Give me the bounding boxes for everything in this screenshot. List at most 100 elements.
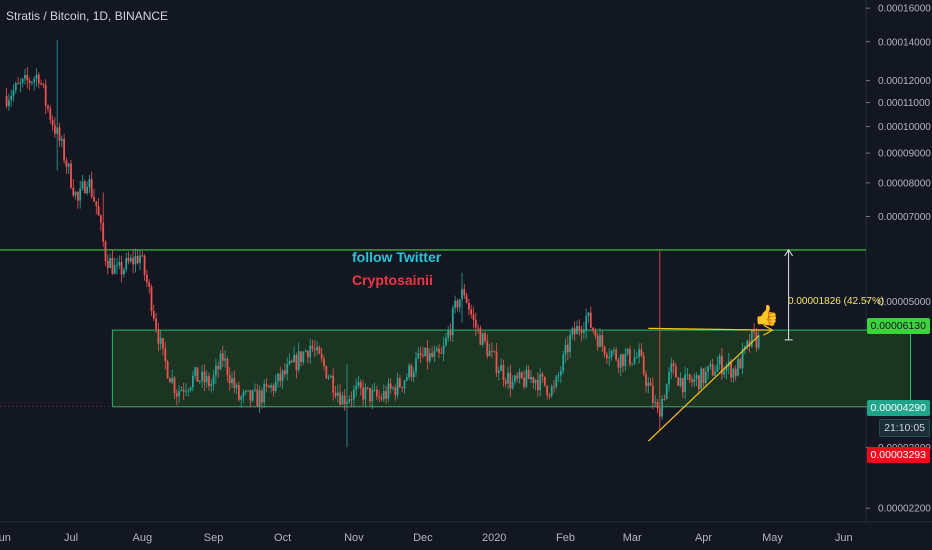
candle-body (711, 364, 714, 376)
candle-body (90, 179, 93, 197)
candle-body (330, 375, 332, 378)
candle-body (93, 196, 95, 202)
candle-body (286, 364, 289, 374)
candle-body (47, 105, 49, 109)
candle-body (557, 375, 560, 377)
candle-body (297, 351, 300, 370)
candle-body (502, 365, 505, 381)
candle-body (169, 378, 171, 383)
candle-body (566, 344, 569, 353)
candle-body (718, 355, 721, 365)
candle-body (304, 350, 307, 353)
candle-body (267, 385, 270, 388)
candle-body (422, 355, 424, 357)
candle-body (332, 375, 335, 393)
candle-body (389, 383, 392, 389)
candle-body (520, 372, 523, 378)
candle-body (40, 83, 42, 85)
bar-countdown-tag: 21:10:05 (879, 419, 930, 437)
candle-body (553, 386, 555, 388)
candle-body (123, 269, 125, 275)
candle-body (716, 364, 719, 372)
candle-body (649, 382, 652, 386)
candle-body (42, 83, 45, 86)
candle-body (426, 347, 429, 362)
candle-body (488, 350, 491, 357)
candle-body (373, 389, 376, 391)
candle-body (240, 396, 243, 400)
y-tick-label: 0.00008000 (878, 178, 931, 189)
candle-body (382, 391, 385, 400)
candle-body (700, 368, 703, 389)
candle-body (518, 372, 521, 379)
candle-body (65, 160, 68, 167)
candle-body (238, 385, 240, 400)
candle-body (293, 355, 295, 363)
candle-body (640, 349, 643, 356)
candle-body (730, 361, 732, 378)
candle-body (725, 366, 728, 371)
candle-body (157, 329, 160, 344)
candle-body (617, 359, 620, 368)
candle-body (525, 369, 528, 387)
candle-body (392, 387, 394, 389)
x-tick-label: Mar (623, 532, 642, 544)
candle-body (97, 206, 100, 216)
candle-body (14, 83, 17, 91)
candle-body (677, 377, 680, 386)
candle-body (334, 392, 337, 396)
candle-body (279, 373, 282, 381)
candle-body (235, 385, 238, 388)
candle-body (141, 255, 144, 257)
candle-body (171, 377, 174, 383)
candle-body (603, 346, 606, 355)
candle-body (642, 355, 645, 374)
candle-body (468, 302, 470, 310)
candle-body (228, 375, 231, 384)
candle-body (652, 385, 654, 403)
candle-body (562, 354, 565, 371)
candle-body (631, 363, 634, 365)
candle-body (744, 346, 746, 349)
y-tick-label: 0.00005000 (878, 297, 931, 308)
candle-body (433, 351, 436, 357)
candle-body (359, 381, 362, 388)
candle-body (592, 327, 594, 331)
candle-body (527, 369, 530, 380)
y-tick-label: 0.00007000 (878, 212, 931, 223)
candle-body (265, 384, 268, 386)
candle-body (500, 365, 502, 371)
candle-body (44, 85, 47, 106)
candle-body (442, 345, 445, 354)
candle-body (477, 327, 479, 329)
measure-label: 0.00001826 (42.57%) (788, 296, 885, 307)
candle-body (12, 90, 15, 97)
candle-body (129, 257, 132, 262)
candle-body (396, 378, 399, 396)
candle-body (629, 348, 631, 365)
candle-body (182, 389, 185, 392)
candle-body (284, 370, 286, 374)
candle-body (548, 394, 551, 396)
candle-body (704, 371, 707, 383)
candle-body (608, 356, 611, 359)
candle-body (251, 390, 254, 401)
candle-body (72, 187, 75, 196)
candle-body (254, 389, 256, 391)
candle-body (661, 399, 663, 417)
candle-body (546, 385, 548, 395)
candle-body (19, 82, 22, 84)
candle-body (233, 378, 236, 388)
candle-body (136, 256, 139, 264)
candle-body (49, 108, 52, 120)
candle-body (256, 389, 259, 407)
candle-body (307, 350, 309, 358)
candle-body (619, 354, 622, 368)
candle-body (348, 399, 351, 402)
candle-body (445, 337, 447, 346)
candle-body (134, 256, 137, 265)
candle-body (589, 312, 592, 328)
candle-body (739, 359, 742, 369)
candle-body (698, 375, 700, 389)
